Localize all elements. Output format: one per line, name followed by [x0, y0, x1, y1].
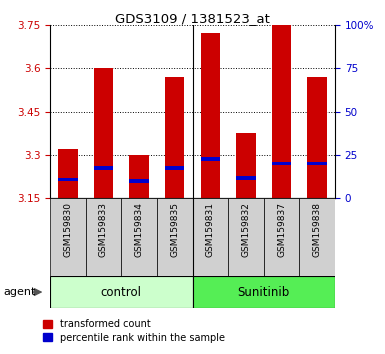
Bar: [121, 198, 157, 276]
Text: GSM159833: GSM159833: [99, 202, 108, 257]
Text: GSM159838: GSM159838: [313, 202, 321, 257]
Bar: [165, 166, 184, 170]
Bar: [50, 276, 192, 308]
Bar: [201, 33, 220, 198]
Bar: [58, 178, 78, 181]
Bar: [129, 179, 149, 183]
Bar: [272, 25, 291, 198]
Text: Sunitinib: Sunitinib: [238, 286, 290, 298]
Bar: [192, 198, 228, 276]
Bar: [157, 198, 192, 276]
Bar: [94, 68, 113, 198]
Text: agent: agent: [4, 287, 36, 297]
Bar: [192, 276, 335, 308]
Text: GDS3109 / 1381523_at: GDS3109 / 1381523_at: [115, 12, 270, 25]
Text: GSM159837: GSM159837: [277, 202, 286, 257]
Bar: [129, 155, 149, 198]
Bar: [85, 198, 121, 276]
Bar: [236, 176, 256, 180]
Bar: [165, 77, 184, 198]
Text: control: control: [101, 286, 142, 298]
Text: GSM159831: GSM159831: [206, 202, 215, 257]
Bar: [307, 162, 327, 165]
Bar: [300, 198, 335, 276]
Text: GSM159835: GSM159835: [170, 202, 179, 257]
Bar: [228, 198, 264, 276]
Bar: [58, 149, 78, 198]
Bar: [272, 162, 291, 165]
Bar: [201, 158, 220, 161]
Bar: [94, 166, 113, 170]
Bar: [50, 198, 85, 276]
Text: GSM159832: GSM159832: [241, 202, 250, 257]
Legend: transformed count, percentile rank within the sample: transformed count, percentile rank withi…: [44, 319, 225, 343]
Text: GSM159834: GSM159834: [135, 202, 144, 257]
Bar: [307, 77, 327, 198]
Bar: [264, 198, 300, 276]
Bar: [236, 133, 256, 198]
Text: GSM159830: GSM159830: [64, 202, 72, 257]
